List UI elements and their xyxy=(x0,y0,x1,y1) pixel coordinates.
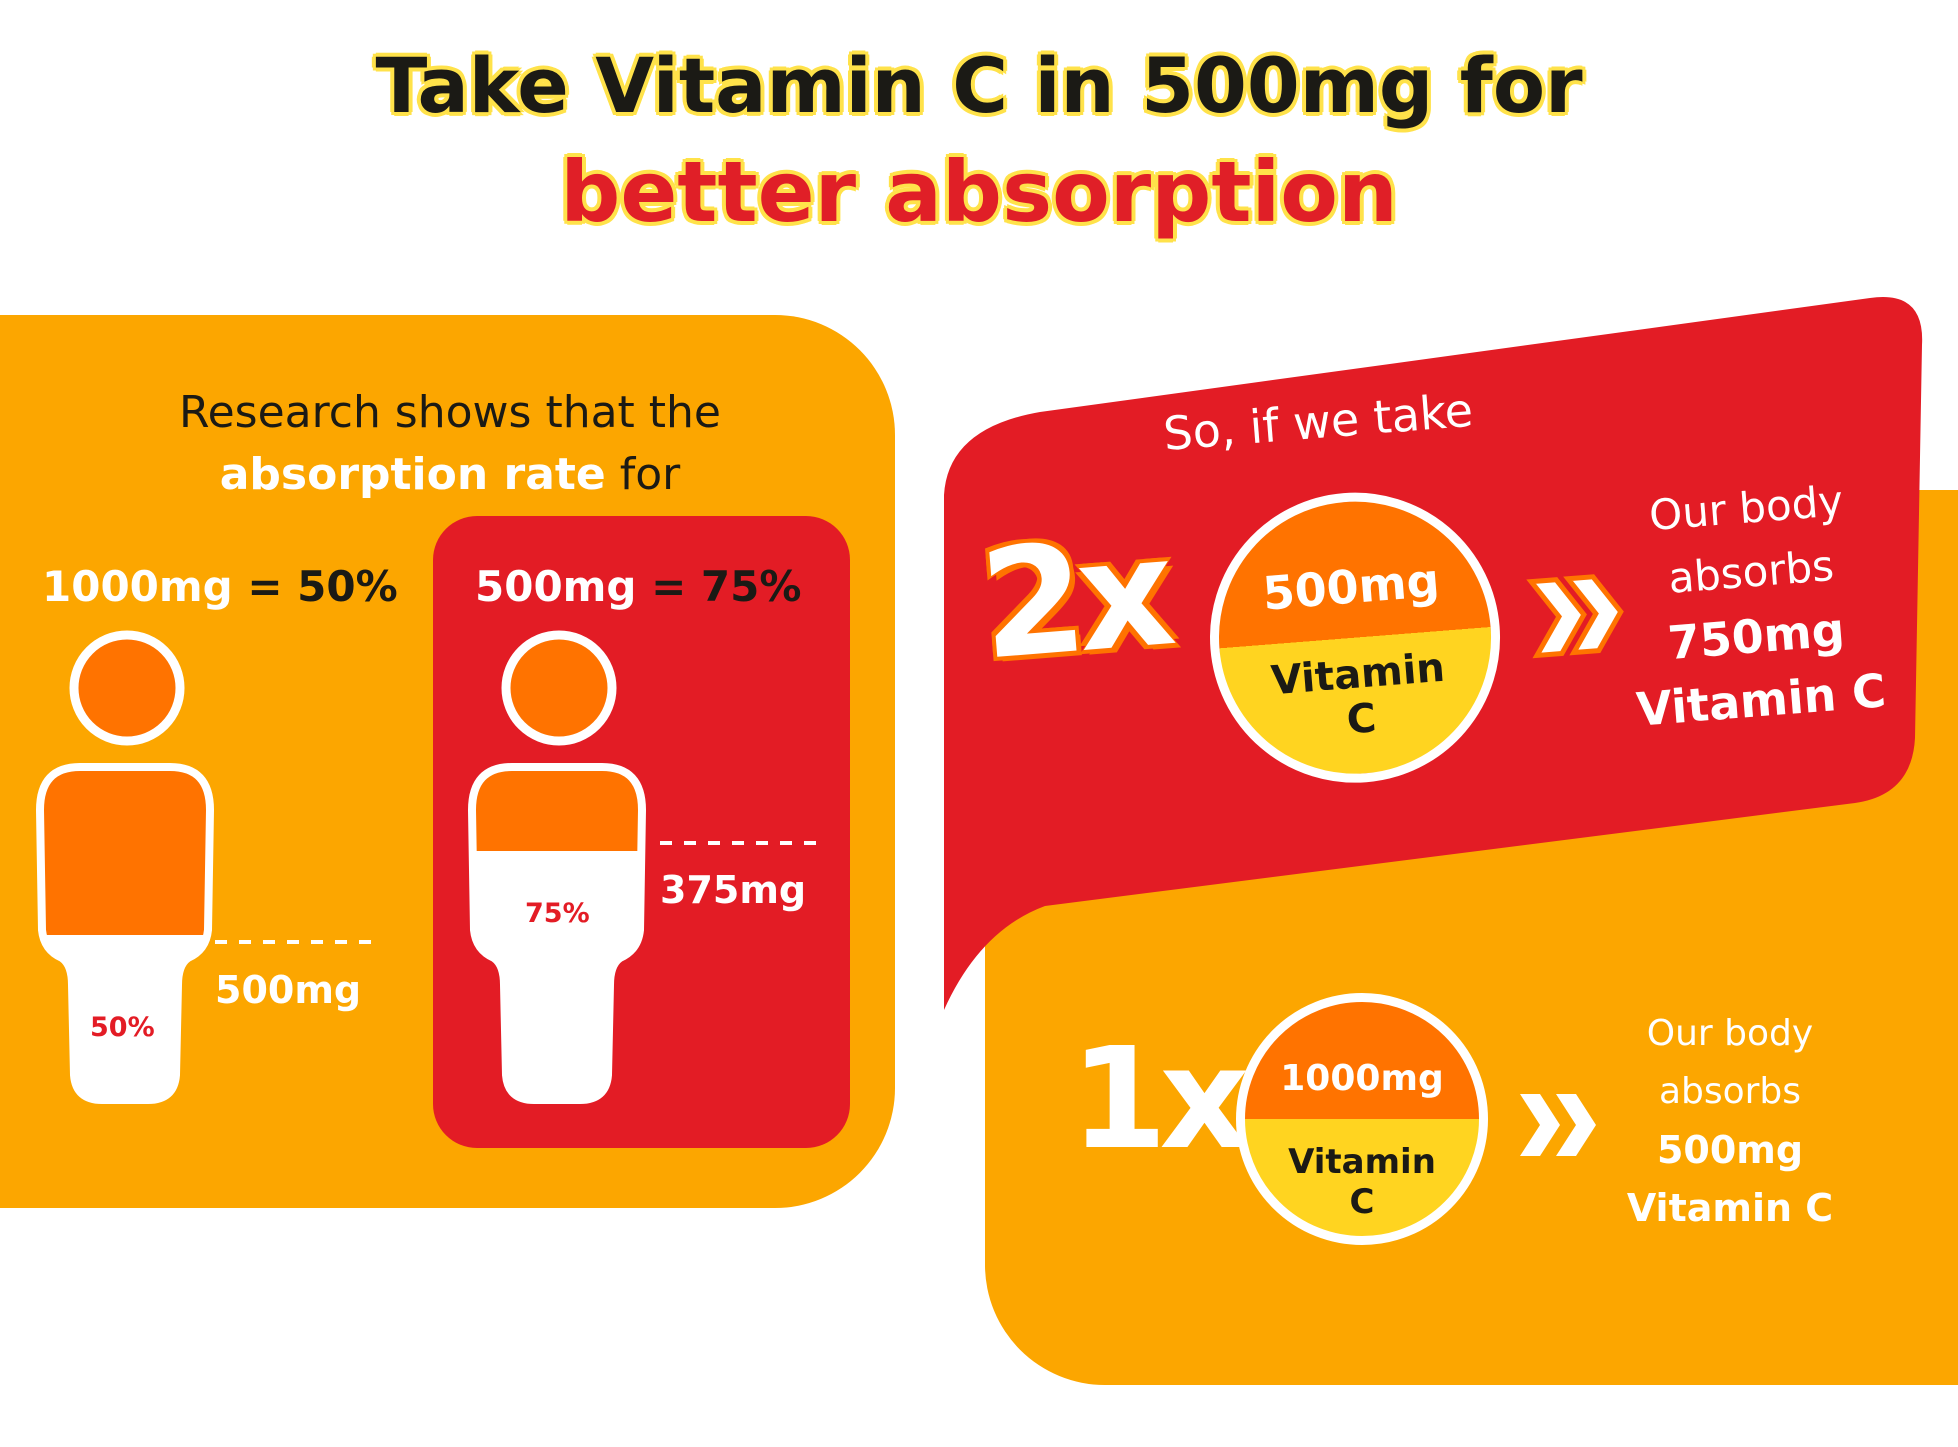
left-absorbed-label: 500mg xyxy=(215,968,362,1012)
result-line-2: absorbs xyxy=(1658,1071,1802,1112)
left-dose: 1000mg xyxy=(42,562,233,611)
pill-dose: 500mg xyxy=(1260,552,1442,621)
vitamin-c-500mg-pill: 500mg Vitamin C xyxy=(1199,481,1511,794)
result-amount: 500mg xyxy=(1656,1128,1804,1172)
two-doses-result: Our body absorbs 750mg Vitamin C xyxy=(1594,465,1913,744)
research-line-2-end: for xyxy=(605,449,681,500)
one-dose-result: Our body absorbs 500mg Vitamin C xyxy=(1580,1005,1880,1237)
pill-name-line-2: C xyxy=(1349,1182,1375,1222)
person-figures xyxy=(35,630,818,1104)
research-line-1: Research shows that the xyxy=(179,387,721,438)
pill-dose: 1000mg xyxy=(1280,1058,1444,1099)
title-line-2: better absorption xyxy=(560,143,1398,241)
right-rate: = 75% xyxy=(636,562,802,611)
double-chevron-right-icon xyxy=(1520,1094,1596,1156)
result-vitamin: Vitamin C xyxy=(1626,1186,1834,1230)
right-dose: 500mg xyxy=(475,562,637,611)
absorption-rate-highlight: absorption rate xyxy=(219,449,606,500)
person-icon xyxy=(501,630,617,746)
left-equation: 1000mg = 50% xyxy=(42,562,398,611)
two-doses-group: So, if we take 2x 500mg Vitamin C Our bo… xyxy=(943,292,1958,847)
right-absorbed-label: 375mg xyxy=(660,868,807,912)
so-if-we-take: So, if we take xyxy=(1161,382,1475,461)
left-rate: = 50% xyxy=(232,562,398,611)
person-icon xyxy=(69,630,185,746)
right-equation: 500mg = 75% xyxy=(475,562,801,611)
pill-name-line-1: Vitamin xyxy=(1288,1142,1436,1182)
result-line-1: Our body xyxy=(1646,1013,1814,1054)
title-line-1: Take Vitamin C in 500mg for xyxy=(375,41,1583,130)
vitamin-c-1000mg-pill: 1000mg Vitamin C xyxy=(1236,993,1488,1245)
double-chevron-right-icon xyxy=(1526,574,1624,659)
research-intro: Research shows that the absorption rate … xyxy=(70,382,830,506)
right-percent-label: 75% xyxy=(525,898,590,929)
multiplier-2x: 2x xyxy=(974,505,1173,694)
left-percent-label: 50% xyxy=(90,1012,155,1043)
multiplier-1x: 1x xyxy=(1070,1018,1250,1181)
